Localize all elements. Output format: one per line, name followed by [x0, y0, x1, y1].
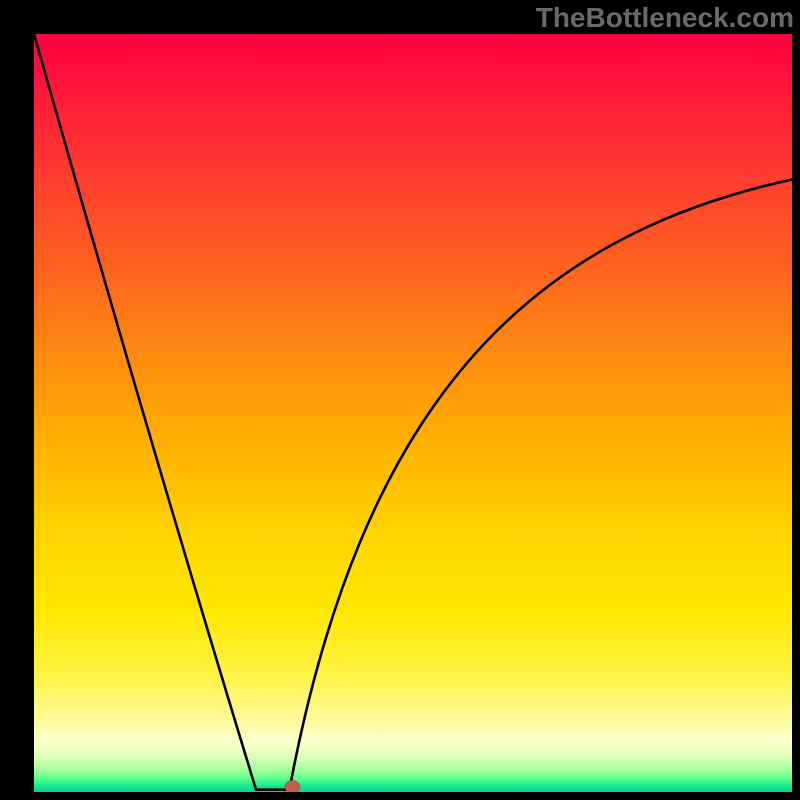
optimum-marker: [285, 781, 300, 792]
watermark-text: TheBottleneck.com: [536, 2, 794, 34]
bottleneck-curve: [34, 34, 792, 790]
chart-frame: TheBottleneck.com: [0, 0, 800, 800]
curve-layer: [34, 34, 792, 792]
plot-area: [34, 34, 792, 792]
